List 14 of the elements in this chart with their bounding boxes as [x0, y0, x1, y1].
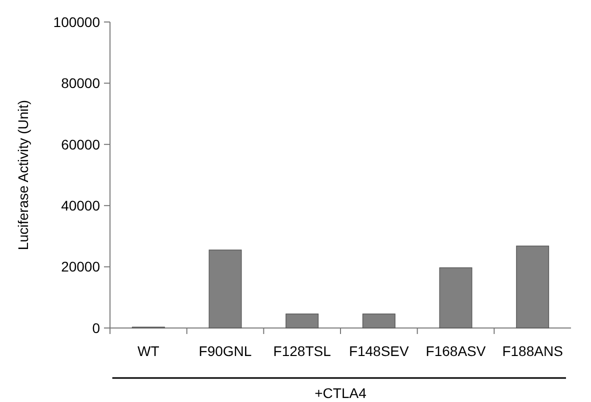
y-tick-label: 100000 — [53, 14, 100, 30]
x-tick-label: F128TSL — [273, 343, 332, 359]
y-tick-label: 60000 — [61, 136, 100, 152]
x-tick-label: F188ANS — [502, 343, 563, 359]
y-tick-label: 20000 — [61, 258, 100, 275]
y-tick-label: 80000 — [61, 75, 100, 92]
x-tick-label: F90GNL — [198, 343, 252, 359]
x-tick-label: F168ASV — [426, 343, 486, 359]
y-axis-title: Luciferase Activity (Unit) — [15, 100, 31, 250]
x-axis-title: +CTLA4 — [314, 385, 367, 401]
x-tick-label: F148SEV — [348, 343, 410, 359]
y-tick-label: 40000 — [61, 198, 100, 214]
x-tick-label: WT — [138, 343, 160, 359]
y-tick-label: 0 — [92, 320, 100, 336]
